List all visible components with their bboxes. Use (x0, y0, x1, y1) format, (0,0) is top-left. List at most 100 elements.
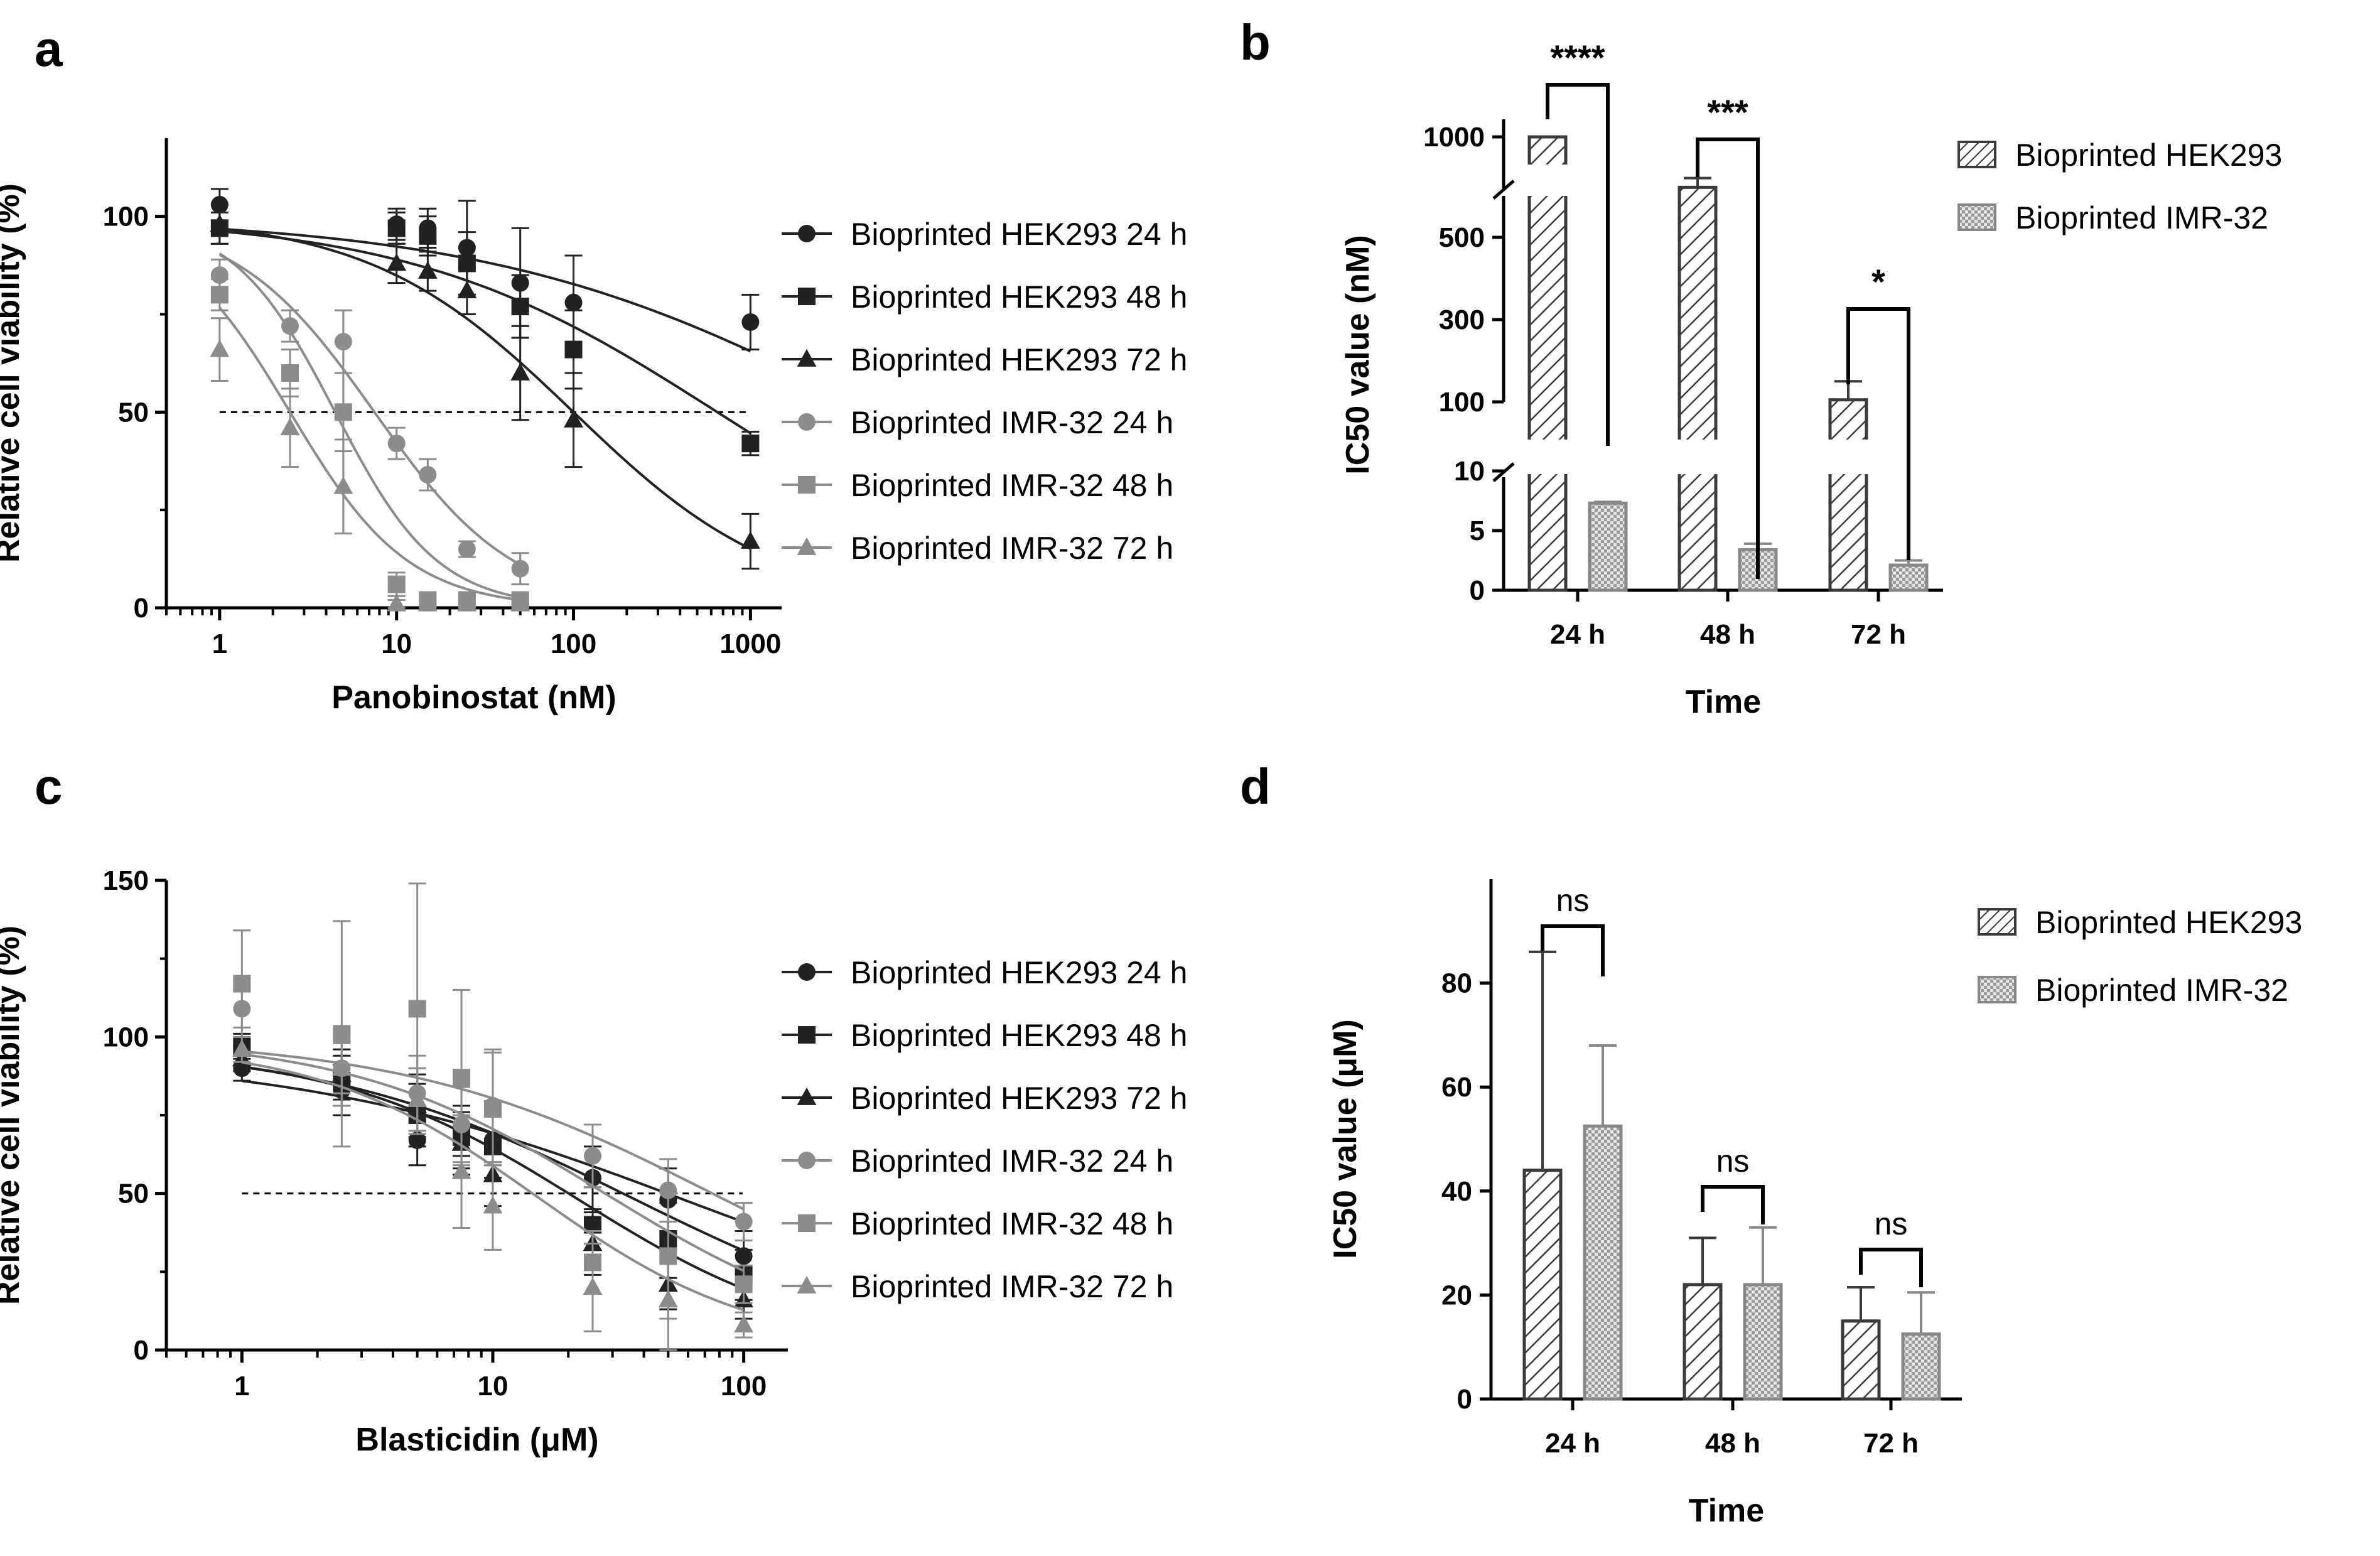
legend-label: Bioprinted IMR-32 24 h (851, 405, 1173, 440)
series-0: Bioprinted HEK293 24 h (210, 188, 1187, 353)
data-point (741, 435, 760, 453)
legend-label: Bioprinted HEK293 24 h (851, 217, 1187, 252)
significance-label: ns (1716, 1143, 1750, 1179)
significance-bracket (1846, 307, 1910, 560)
significance-bracket (1701, 1185, 1765, 1224)
data-point (564, 409, 583, 428)
bar-break-gap (1677, 440, 1718, 474)
data-point (457, 281, 477, 298)
y-tick-label: 20 (1441, 1280, 1472, 1310)
panel-a-chart: 0 50 100 1 10 100 1000 Panobinostat (nM) Relativ… (0, 138, 1187, 716)
y-tick-label: 100 (1439, 387, 1485, 418)
x-tick-label: 48 h (1700, 619, 1755, 650)
legend-marker (798, 225, 816, 242)
data-point (457, 593, 477, 612)
series-5: Bioprinted IMR-32 72 h (210, 306, 1173, 612)
fit-curve (219, 227, 751, 550)
legend-label: Bioprinted HEK293 (2035, 905, 2302, 940)
data-point (417, 593, 438, 612)
fit-curve (218, 254, 521, 566)
data-point (331, 1058, 352, 1076)
bar (1583, 1124, 1623, 1401)
x-tick-label: 100 (721, 1371, 767, 1402)
data-point (281, 364, 299, 382)
legend-label: Bioprinted IMR-32 (2035, 973, 2288, 1008)
data-point (510, 362, 530, 381)
legend-label: Bioprinted IMR-32 72 h (851, 531, 1173, 566)
significance-bracket (1546, 83, 1610, 446)
panel-letter-c: c (35, 759, 63, 814)
data-point (735, 1275, 753, 1294)
panel-c-chart: 0 50 100 150 1 10 100 Blasticidin (μM) Relative … (0, 865, 1187, 1458)
data-point (333, 1025, 351, 1043)
data-point (659, 1181, 677, 1199)
legend-label: Bioprinted HEK293 (2015, 138, 2282, 173)
x-tick-label: 24 h (1550, 619, 1605, 650)
data-point (408, 1000, 426, 1018)
data-point (387, 219, 406, 237)
data-point (233, 975, 251, 993)
data-point (734, 1315, 754, 1333)
legend-marker (797, 348, 817, 367)
data-point (417, 261, 438, 279)
legend-marker (798, 963, 816, 981)
legend-swatch (1957, 203, 1996, 231)
bar (1522, 1169, 1563, 1401)
significance-label: ns (1875, 1206, 1908, 1241)
data-point (483, 1196, 503, 1214)
data-point (453, 1069, 471, 1087)
series-5: Bioprinted IMR-32 72 h (232, 1035, 1173, 1351)
axis-break-mark (1492, 180, 1515, 200)
significance-label: **** (1550, 38, 1605, 77)
significance-bracket (1859, 1248, 1923, 1287)
legend-swatch (1978, 976, 2017, 1003)
y-tick-label: 40 (1441, 1176, 1472, 1207)
x-axis-title: Time (1689, 1493, 1764, 1529)
data-point (407, 1089, 428, 1107)
legend-marker (798, 413, 816, 431)
series-2: Bioprinted HEK293 72 h (210, 203, 1187, 570)
legend-swatch (1978, 908, 2017, 936)
y-axis-title: Relative cell viability (%) (0, 183, 26, 563)
data-point (564, 340, 583, 359)
legend-marker (797, 537, 817, 555)
data-point (419, 466, 437, 484)
y-tick-label: 10 (1454, 456, 1485, 487)
legend-label: Bioprinted IMR-32 (2015, 200, 2268, 235)
legend-label: Bioprinted HEK293 72 h (851, 1081, 1187, 1116)
significance-label: *** (1707, 92, 1748, 132)
data-point (419, 227, 437, 245)
bar-break-gap (1527, 440, 1568, 474)
series-3: Bioprinted IMR-32 24 h (210, 254, 1173, 586)
data-point (210, 286, 229, 304)
x-tick-label: 24 h (1545, 1428, 1600, 1459)
data-point (280, 418, 300, 436)
data-point (334, 333, 352, 351)
y-tick-label: 0 (134, 593, 149, 624)
legend-marker (798, 1214, 816, 1232)
bar-break-gap (1527, 165, 1568, 196)
bar (1743, 1283, 1783, 1401)
x-tick-label: 1000 (719, 629, 781, 659)
data-point (511, 298, 529, 316)
legend-label: Bioprinted IMR-32 48 h (851, 1206, 1173, 1241)
panel-letter-a: a (35, 21, 63, 77)
legend-marker (798, 476, 816, 494)
x-tick-label: 48 h (1705, 1428, 1760, 1459)
data-point (483, 1100, 502, 1118)
legend-label: Bioprinted HEK293 48 h (851, 1018, 1187, 1053)
bar (1828, 398, 1868, 592)
y-tick-label: 80 (1441, 968, 1472, 999)
data-point (564, 293, 583, 311)
legend-marker (798, 288, 816, 305)
data-point (210, 339, 230, 357)
y-tick-label: 0 (1457, 1384, 1472, 1415)
y-tick-label: 60 (1441, 1072, 1472, 1103)
significance-label: ns (1556, 883, 1590, 918)
x-axis-title: Time (1686, 684, 1761, 720)
x-tick-label: 100 (551, 629, 596, 659)
legend-swatch (1957, 141, 1996, 168)
fit-curve (218, 306, 520, 602)
data-point (210, 214, 230, 232)
legend-marker (798, 1026, 816, 1044)
